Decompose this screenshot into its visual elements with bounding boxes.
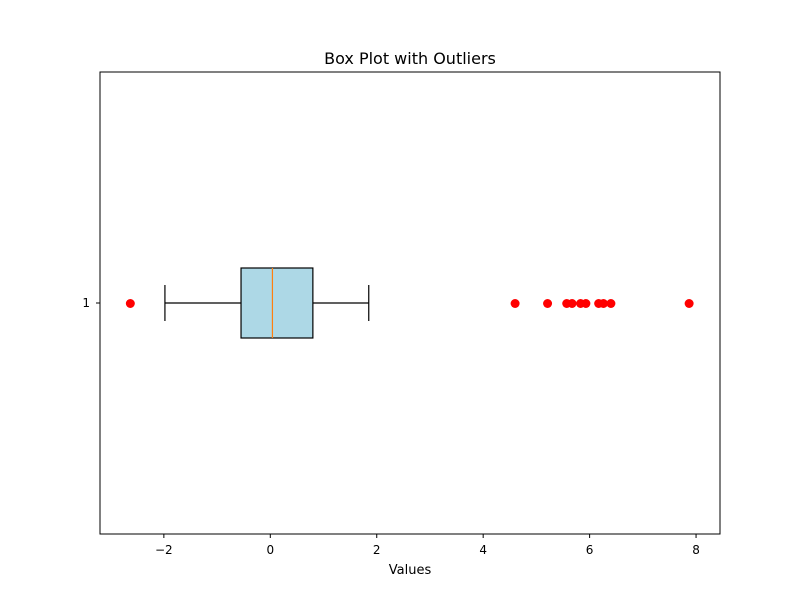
x-tick-label-3: 4 <box>479 543 487 557</box>
outlier-point-11 <box>684 299 694 308</box>
chart-title: Box Plot with Outliers <box>324 49 496 68</box>
x-axis-label: Values <box>389 563 432 578</box>
outlier-point-7 <box>581 299 591 308</box>
x-tick-label-5: 8 <box>692 543 700 557</box>
iqr-box <box>240 267 314 339</box>
x-tick-label-2: 2 <box>373 543 381 557</box>
outlier-point-10 <box>606 299 616 308</box>
outlier-point-2 <box>510 299 520 308</box>
outlier-point-5 <box>567 299 577 308</box>
y-axis-ticks: 1 <box>82 296 100 310</box>
y-tick-label-0: 1 <box>82 296 90 310</box>
outlier-point-9 <box>598 299 608 308</box>
x-tick-label-0: −2 <box>155 543 173 557</box>
x-tick-label-4: 6 <box>586 543 594 557</box>
outlier-point-1 <box>125 299 135 308</box>
plot-marks <box>125 267 694 339</box>
x-tick-label-1: 0 <box>266 543 274 557</box>
outlier-point-3 <box>543 299 553 308</box>
x-axis-ticks: −2 0 2 4 6 8 <box>155 534 700 557</box>
